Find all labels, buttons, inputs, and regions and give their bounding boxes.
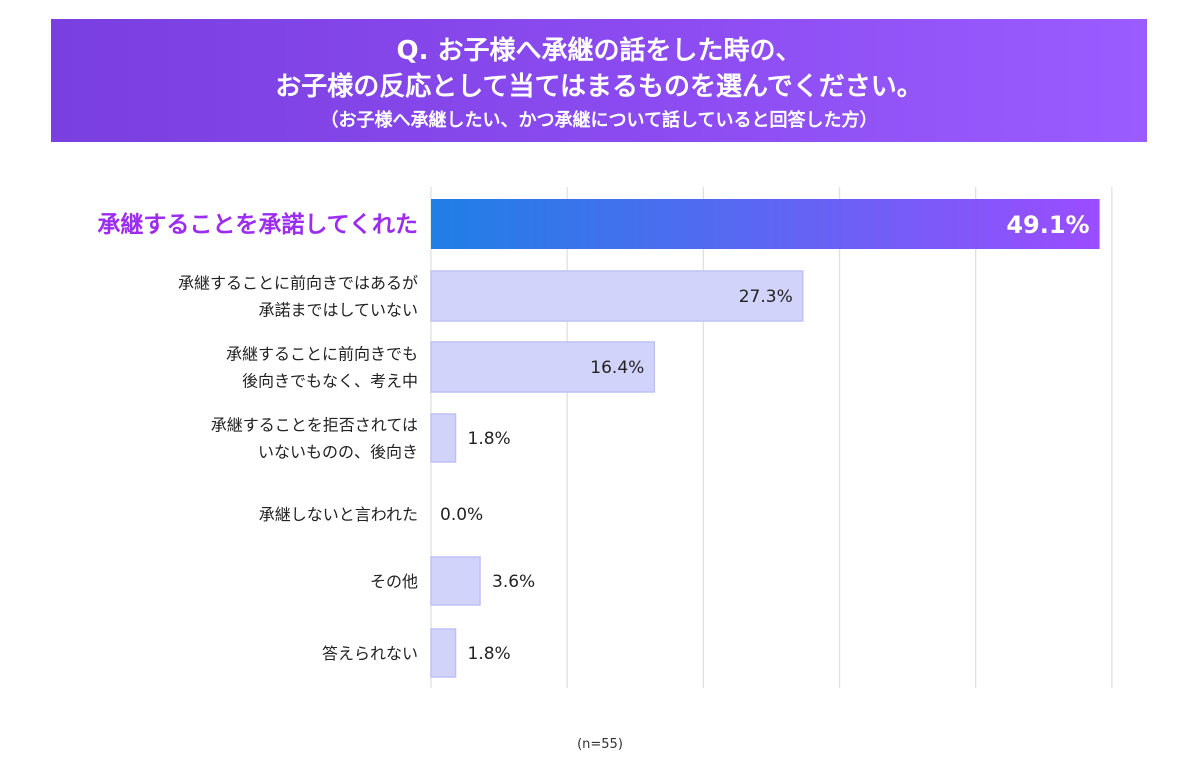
category-label: 承継することに前向きでも [226,345,418,364]
question-banner: Q. お子様へ承継の話をした時の、 お子様の反応として当てはまるものを選んでくだ… [51,19,1147,142]
category-label: いないものの、後向き [258,443,418,462]
bar-value-label: 3.6% [492,572,535,592]
category-label: その他 [370,572,418,591]
bar [430,628,457,678]
bar-value-label: 27.3% [739,287,793,307]
bar-value-label: 49.1% [1006,211,1089,239]
labels: 49.1% 承継することを承諾してくれた 27.3% 承継することに前向きではあるが承… [97,211,1089,664]
question-title-line2: お子様の反応として当てはまるものを選んでください。 [275,72,923,102]
bar [430,270,804,322]
bar-value-label: 0.0% [440,505,483,525]
bar-value-label: 16.4% [590,358,644,378]
bar-value-label: 1.8% [468,644,511,664]
sample-size-note: (n=55) [577,737,623,752]
category-label: 答えられない [322,644,418,663]
bars [430,199,1100,678]
category-label: 承諾まではしていない [258,301,418,320]
grid-lines [430,187,1113,688]
category-label: 承継することに前向きではあるが [178,274,418,293]
bar [430,413,457,463]
bar-highlight [431,199,1100,249]
category-label: 承継しないと言われた [259,505,418,524]
category-label: 承継することを承諾してくれた [97,211,418,238]
bar [430,341,656,393]
category-label: 後向きでもなく、考え中 [242,372,418,391]
category-label: 承継することを拒否されては [211,416,418,435]
bar [430,556,481,606]
bar-value-label: 1.8% [468,429,511,449]
question-title-line1: Q. お子様へ承継の話をした時の、 [396,36,802,66]
question-subtitle: （お子様へ承継したい、かつ承継について話していると回答した方） [320,110,878,131]
